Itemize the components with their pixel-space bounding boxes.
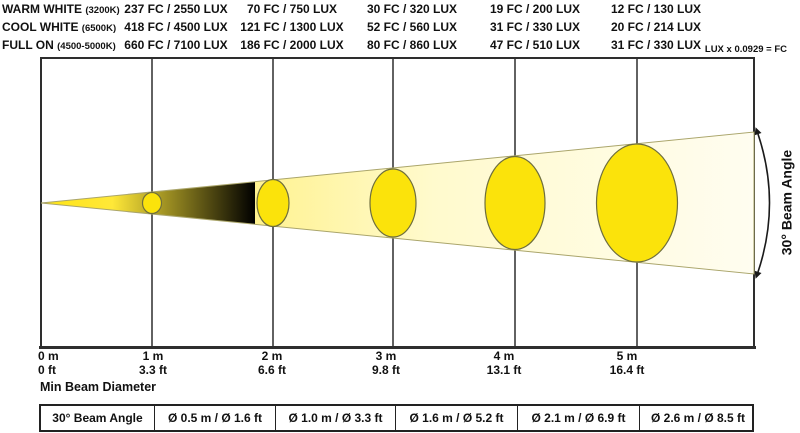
legend-label-text: FULL ON [2, 38, 54, 52]
legend-value: 20 FC / 214 LUX [610, 20, 702, 34]
beam-spot-3m [369, 168, 417, 238]
legend-row-cool-white: COOL WHITE (6500K) 418 FC / 4500 LUX 121… [0, 20, 800, 36]
distance-m: 1 m [142, 349, 164, 363]
legend-value: 19 FC / 200 LUX [489, 2, 581, 16]
legend-value: 31 FC / 330 LUX [610, 38, 702, 52]
beam-table-cell-1m: Ø 0.5 m / Ø 1.6 ft [154, 406, 275, 430]
beam-angle-arc [757, 133, 771, 273]
distance-ft: 9.8 ft [371, 363, 400, 377]
distance-ft: 16.4 ft [609, 363, 645, 377]
legend-label: FULL ON (4500-5000K) [2, 38, 116, 52]
arrow-up-icon [754, 127, 762, 136]
legend-label-text: COOL WHITE [2, 20, 79, 34]
distance-label-5m: 5 m 16.4 ft [582, 349, 672, 377]
distance-label-1m: 1 m 3.3 ft [108, 349, 198, 377]
beam-table-cell-5m: Ø 2.6 m / Ø 8.5 ft [639, 406, 756, 430]
distance-ft: 13.1 ft [486, 363, 522, 377]
legend-value: 30 FC / 320 LUX [366, 2, 458, 16]
distance-ft: 3.3 ft [138, 363, 167, 377]
distance-m: 5 m [616, 349, 638, 363]
beam-table-header: 30° Beam Angle [52, 411, 143, 425]
beam-spot-2m [256, 178, 290, 228]
legend-label: WARM WHITE (3200K) [2, 2, 120, 16]
beam-diameter-table: 30° Beam Angle Ø 0.5 m / Ø 1.6 ft Ø 1.0 … [39, 404, 754, 432]
distance-label-0m: 0 m 0 ft [38, 349, 98, 377]
distance-label-4m: 4 m 13.1 ft [459, 349, 549, 377]
beam-spot-5m [595, 143, 679, 263]
distance-m: 0 m [38, 349, 59, 363]
lux-to-fc-conversion-note: LUX x 0.0929 = FC [704, 44, 787, 55]
legend-label-kelvin: (4500-5000K) [57, 41, 116, 52]
distance-m: 3 m [375, 349, 397, 363]
legend-label-kelvin: (6500K) [81, 23, 117, 34]
legend-label: COOL WHITE (6500K) [2, 20, 116, 34]
legend-value: 80 FC / 860 LUX [366, 38, 458, 52]
distance-label-3m: 3 m 9.8 ft [341, 349, 431, 377]
min-beam-diameter-heading: Min Beam Diameter [40, 380, 157, 394]
legend-row-warm-white: WARM WHITE (3200K) 237 FC / 2550 LUX 70 … [0, 2, 800, 18]
legend-value: 418 FC / 4500 LUX [124, 20, 228, 34]
distance-m: 4 m [493, 349, 515, 363]
legend-value: 186 FC / 2000 LUX [240, 38, 344, 52]
legend-value: 31 FC / 330 LUX [489, 20, 581, 34]
beam-table-cell-4m: Ø 2.1 m / Ø 6.9 ft [517, 406, 639, 430]
distance-ft: 0 ft [38, 363, 56, 377]
legend-value: 121 FC / 1300 LUX [240, 20, 344, 34]
distance-m: 2 m [261, 349, 283, 363]
beam-spot-4m [484, 155, 546, 251]
arrow-down-icon [754, 270, 762, 279]
beam-angle-caption: 30° Beam Angle [778, 149, 795, 256]
beam-table-cell-3m: Ø 1.6 m / Ø 5.2 ft [395, 406, 517, 430]
legend-label-text: WARM WHITE [2, 2, 82, 16]
legend-value: 660 FC / 7100 LUX [124, 38, 228, 52]
legend-value: 47 FC / 510 LUX [489, 38, 581, 52]
distance-label-2m: 2 m 6.6 ft [227, 349, 317, 377]
distance-ft: 6.6 ft [257, 363, 286, 377]
beam-spot-1m [141, 191, 163, 215]
legend-label-kelvin: (3200K) [85, 5, 120, 16]
legend-value: 52 FC / 560 LUX [366, 20, 458, 34]
legend-value: 12 FC / 130 LUX [610, 2, 702, 16]
legend-value: 237 FC / 2550 LUX [124, 2, 228, 16]
legend-value: 70 FC / 750 LUX [246, 2, 338, 16]
beam-table-cell-2m: Ø 1.0 m / Ø 3.3 ft [275, 406, 395, 430]
legend-row-full-on: FULL ON (4500-5000K) 660 FC / 7100 LUX 1… [0, 38, 800, 54]
